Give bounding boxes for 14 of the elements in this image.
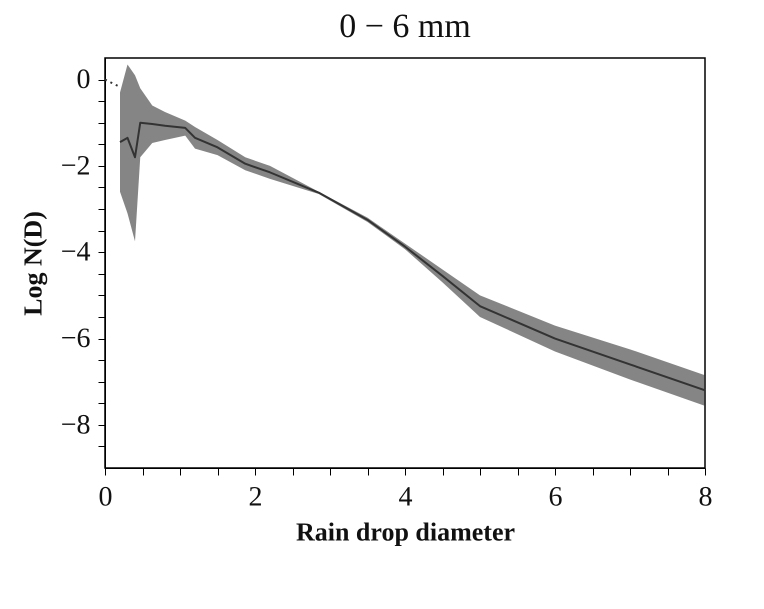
x-tick-label: 2 [248,482,262,512]
y-axis-title: Log N(D) [18,211,48,316]
x-tick-label: 6 [548,482,562,512]
y-tick-label: −2 [60,150,90,182]
x-tick-label: 0 [98,482,112,512]
x-tick-label: 8 [698,482,712,512]
y-tick-label: 0 [76,64,90,96]
y-tick-label: −4 [60,236,90,268]
x-tick-label: 4 [398,482,412,512]
chart-title: 0 − 6 mm [339,8,471,45]
y-tick-label: −8 [60,409,90,440]
y-tick-label: −6 [60,323,90,354]
line-series [119,122,706,392]
x-axis-title: Rain drop diameter [296,518,516,546]
